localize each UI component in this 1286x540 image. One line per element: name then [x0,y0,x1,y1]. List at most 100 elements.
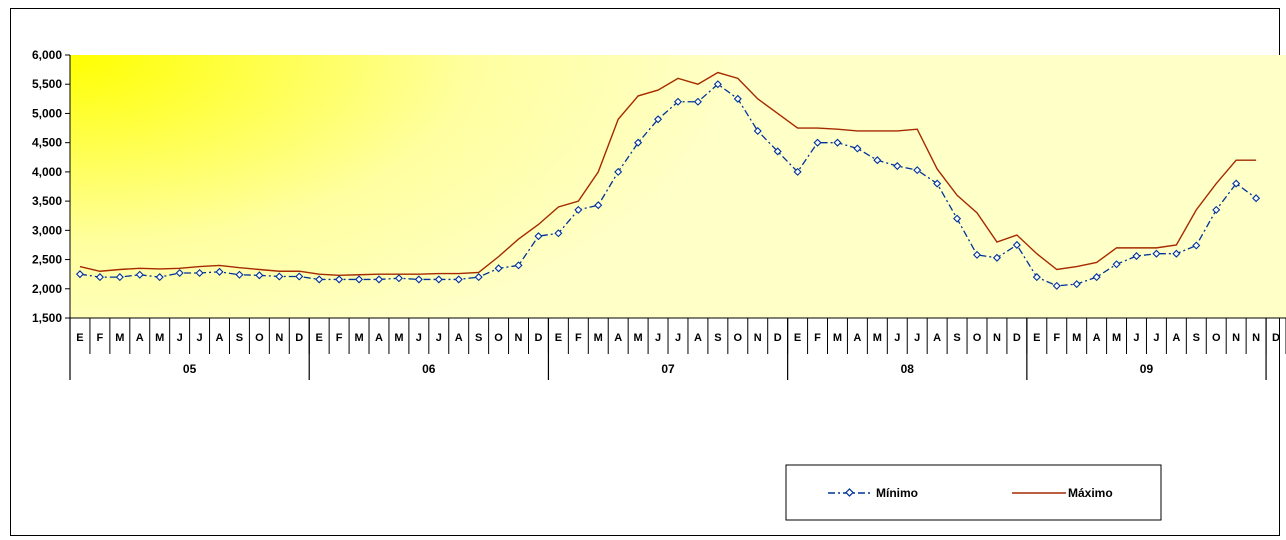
x-month-label: O [494,332,503,344]
x-month-label: A [1172,332,1180,344]
series-minimo-point [255,271,264,280]
series-minimo-point [135,270,144,279]
series-minimo-point [873,156,882,165]
series-minimo-point [972,250,982,259]
x-month-label: A [614,332,622,344]
x-month-label: N [1232,332,1240,344]
series-minimo-point [195,268,204,278]
series-minimo-point [1032,273,1041,282]
series-minimo-point [614,167,623,176]
x-year-label: 06 [422,362,436,376]
series-minimo-point [1252,194,1261,203]
x-month-label: A [694,332,702,344]
series-minimo-point [374,275,384,284]
x-month-label: J [1133,332,1139,344]
x-month-label: S [1193,332,1200,344]
series-minimo-point [1072,280,1081,289]
series-minimo-point [1092,273,1101,282]
x-month-label: E [1033,332,1040,344]
legend-minimo-marker [845,488,854,497]
series-layer [75,71,1261,290]
series-minimo-point [1172,249,1181,258]
x-month-label: J [655,332,661,344]
y-tick-label: 2,000 [32,282,62,296]
series-minimo-point [494,264,503,273]
x-month-label: M [634,332,643,344]
series-minimo-point [753,126,762,136]
x-month-label: M [394,332,403,344]
x-month-label: O [255,332,264,344]
y-tick-label: 5,500 [32,77,62,91]
series-minimo-point [155,273,164,282]
x-month-label: A [375,332,383,344]
x-year-label: 07 [661,362,675,376]
series-minimo-point [654,115,663,124]
x-month-label: E [794,332,801,344]
series-minimo-point [434,275,443,284]
x-month-label: M [354,332,363,344]
y-axis: 1,500 2,000 2,500 3,000 3,500 4,000 4,500 5,000… [32,48,71,325]
y-tick-label: 3,500 [32,194,62,208]
y-tick-label: 2,500 [32,253,62,267]
x-month-label: N [275,332,283,344]
series-minimo-point [733,94,742,103]
series-minimo-point [315,275,324,284]
series-minimo-point [893,162,902,171]
x-month-label: O [973,332,982,344]
series-minimo-point [414,275,423,284]
x-month-label: S [475,332,482,344]
series-minimo-point [295,272,304,281]
series-minimo-point [1012,240,1021,249]
x-month-label: D [774,332,782,344]
y-tick-label: 4,500 [32,136,62,150]
y-tick-label: 6,000 [32,48,62,62]
legend-minimo-label: Mínimo [876,486,918,500]
x-month-label: S [714,332,721,344]
series-minimo-point [394,274,403,283]
x-month-label: F [336,332,343,344]
legend: Mínimo Máximo [785,464,1162,521]
series-minimo-point [1232,179,1241,188]
x-month-label: M [833,332,842,344]
x-month-label: D [534,332,542,344]
x-year-label: 05 [183,362,197,376]
series-minimo-point [534,232,543,241]
legend-maximo-label: Máximo [1068,486,1113,500]
x-month-label: M [873,332,882,344]
series-minimo-point [1112,260,1121,269]
x-month-label: J [197,332,203,344]
series-minimo-point [594,201,603,210]
x-month-label: A [1093,332,1101,344]
series-minimo-point [953,214,962,223]
series-minimo-point [773,147,782,156]
series-minimo-point [793,167,802,176]
x-month-label: E [76,332,83,344]
x-month-label: M [1112,332,1121,344]
y-tick-label: 5,000 [32,106,62,120]
series-minimo-point [554,229,563,238]
series-minimo-point [634,138,643,147]
series-minimo-point [713,80,722,89]
x-month-label: F [814,332,821,344]
series-minimo-point [813,138,822,147]
x-month-label: J [436,332,442,344]
series-minimo-point [853,144,862,153]
series-minimo-point [175,268,184,278]
series-minimo-point [913,166,922,175]
x-month-label: N [754,332,762,344]
x-month-label: J [1153,332,1159,344]
series-minimo-point [235,270,244,279]
series-minimo-point [933,179,942,188]
series-minimo-point [673,97,683,106]
series-minimo-point [833,138,842,147]
series-minimo-point [1152,249,1161,258]
series-minimo-point [1052,281,1061,290]
series-minimo-point [992,253,1001,262]
x-month-label: A [455,332,463,344]
x-month-label: D [1013,332,1021,344]
x-month-label: N [515,332,523,344]
x-month-label: F [575,332,582,344]
x-month-label: J [416,332,422,344]
x-month-label: N [1252,332,1260,344]
